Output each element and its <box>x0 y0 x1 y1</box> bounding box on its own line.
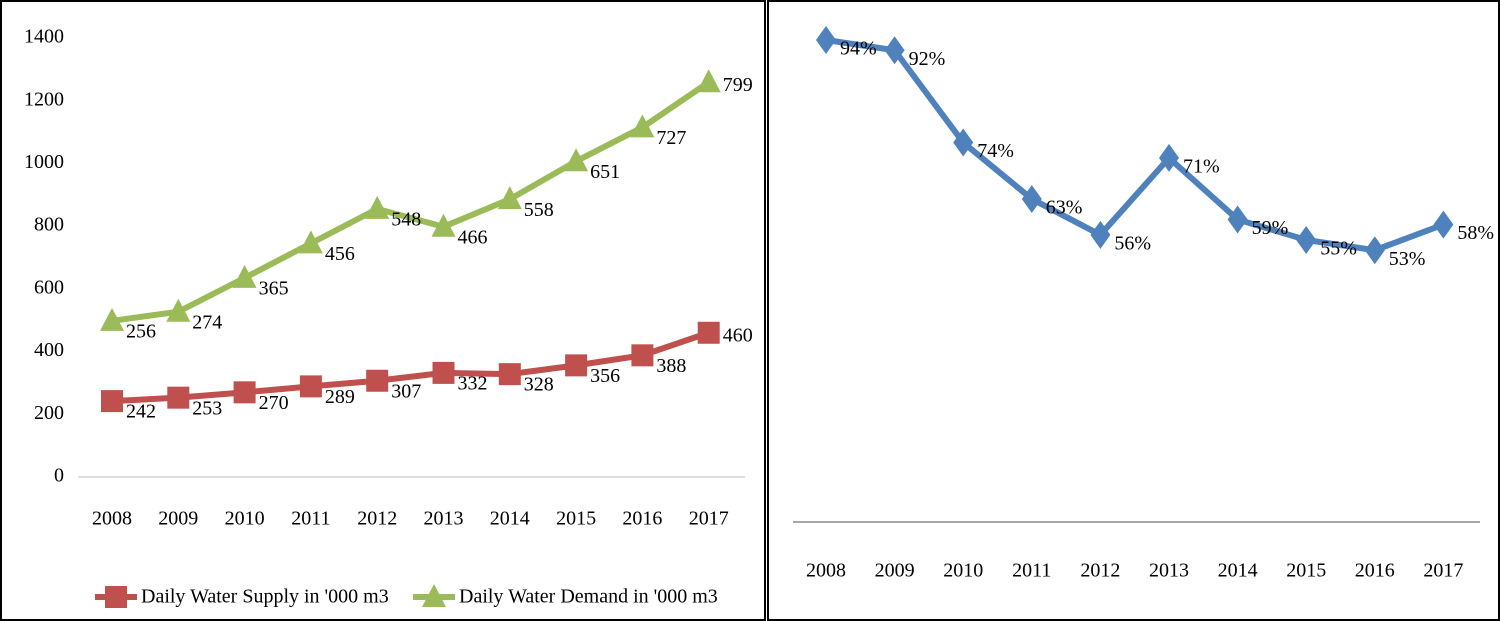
data-label: 71% <box>1183 156 1220 178</box>
legend-marker <box>105 586 127 608</box>
y-tick-label: 1000 <box>24 151 64 173</box>
marker <box>100 307 124 331</box>
marker <box>366 369 389 392</box>
data-label: 332 <box>458 372 488 394</box>
x-tick-label: 2014 <box>1218 560 1258 582</box>
marker <box>233 381 256 404</box>
y-tick-label: 1400 <box>24 26 64 48</box>
x-tick-label: 2010 <box>943 560 983 582</box>
marker <box>1090 220 1111 249</box>
y-tick-label: 1200 <box>24 88 64 110</box>
data-label: 328 <box>524 374 554 396</box>
x-tick-label: 2017 <box>1423 560 1463 582</box>
marker <box>298 230 323 254</box>
line <box>111 329 710 405</box>
data-label: 365 <box>259 277 289 299</box>
marker <box>696 69 721 93</box>
marker <box>631 344 654 367</box>
marker <box>884 36 905 65</box>
x-tick-label: 2017 <box>689 508 729 530</box>
y-tick-label: 0 <box>54 465 64 487</box>
marker <box>953 128 974 157</box>
data-label: 388 <box>656 355 686 377</box>
x-tick-label: 2011 <box>291 508 330 530</box>
data-label: 74% <box>977 140 1014 162</box>
marker <box>1364 236 1385 265</box>
data-label: 59% <box>1252 217 1289 239</box>
x-tick-label: 2008 <box>806 560 846 582</box>
x-tick-label: 2016 <box>1355 560 1395 582</box>
data-label: 727 <box>656 127 686 149</box>
data-label: 56% <box>1114 232 1151 254</box>
data-label: 270 <box>259 392 289 414</box>
x-tick-label: 2008 <box>92 508 132 530</box>
marker <box>1433 210 1454 239</box>
x-tick-label: 2016 <box>622 508 662 530</box>
marker <box>816 26 836 54</box>
marker <box>1227 205 1248 234</box>
data-label: 651 <box>590 161 620 183</box>
x-tick-label: 2013 <box>1149 560 1189 582</box>
data-label: 799 <box>723 74 753 96</box>
data-label: 256 <box>126 320 156 342</box>
marker <box>432 361 455 384</box>
marker <box>1021 184 1042 213</box>
x-tick-label: 2014 <box>490 508 530 530</box>
data-label: 63% <box>1046 197 1083 219</box>
marker <box>101 390 123 413</box>
data-label: 558 <box>524 199 554 221</box>
y-tick-label: 600 <box>34 276 64 298</box>
line <box>111 79 711 324</box>
marker <box>1159 143 1179 172</box>
data-label: 58% <box>1457 222 1494 244</box>
line <box>825 37 1445 254</box>
marker <box>365 195 390 219</box>
data-label: 92% <box>909 48 946 70</box>
data-label: 94% <box>840 38 877 60</box>
x-tick-label: 2009 <box>875 560 915 582</box>
legend-label: Daily Water Demand in '000 m3 <box>459 586 718 608</box>
data-label: 548 <box>391 208 421 230</box>
data-label: 274 <box>192 311 222 333</box>
data-label: 456 <box>325 243 355 265</box>
x-tick-label: 2015 <box>556 508 596 530</box>
marker <box>166 298 191 322</box>
x-tick-label: 2012 <box>1080 560 1120 582</box>
left-frame <box>0 0 766 621</box>
data-label: 253 <box>192 397 222 419</box>
data-label: 307 <box>391 380 421 402</box>
marker <box>167 386 190 409</box>
data-label: 460 <box>723 324 753 346</box>
marker <box>1296 225 1317 254</box>
data-label: 466 <box>458 226 488 248</box>
marker <box>431 213 456 237</box>
x-tick-label: 2015 <box>1286 560 1326 582</box>
x-tick-label: 2011 <box>1012 560 1051 582</box>
marker <box>630 114 655 138</box>
data-label: 289 <box>325 386 355 408</box>
marker <box>299 375 322 398</box>
legend-label: Daily Water Supply in '000 m3 <box>141 586 389 608</box>
data-label: 53% <box>1389 248 1426 270</box>
y-tick-label: 400 <box>34 339 64 361</box>
x-tick-label: 2013 <box>424 508 464 530</box>
x-tick-label: 2009 <box>158 508 198 530</box>
y-tick-label: 800 <box>34 214 64 236</box>
y-tick-label: 200 <box>34 402 64 424</box>
marker <box>497 186 522 210</box>
x-tick-label: 2010 <box>225 508 265 530</box>
legend-marker <box>422 584 446 607</box>
marker <box>697 321 720 344</box>
data-label: 242 <box>126 401 156 423</box>
marker <box>564 148 589 172</box>
right-frame <box>767 0 1500 621</box>
marker <box>232 264 257 288</box>
data-label: 55% <box>1320 238 1357 260</box>
marker <box>565 354 588 377</box>
data-label: 356 <box>590 365 620 387</box>
x-tick-label: 2012 <box>357 508 397 530</box>
marker <box>498 363 521 386</box>
